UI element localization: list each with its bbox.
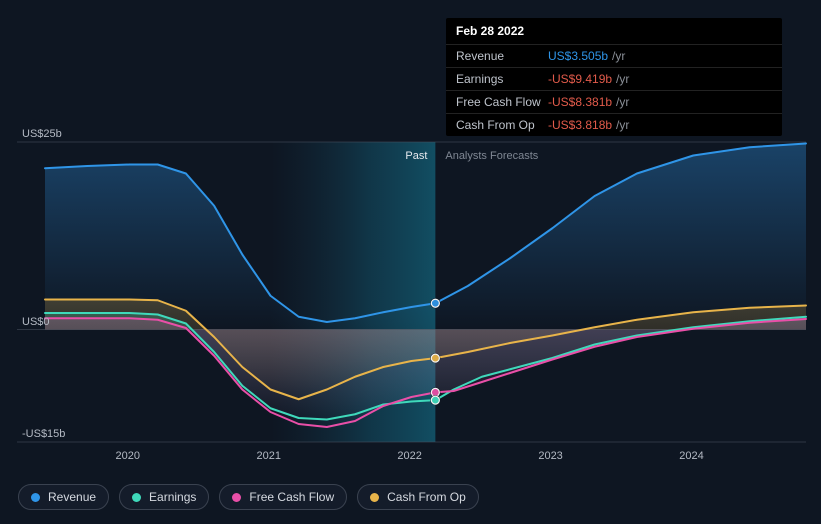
tooltip-row-label: Earnings [456,72,548,86]
past-label: Past [405,150,427,162]
tooltip-row: Cash From Op-US$3.818b/yr [446,114,782,136]
tooltip-row-label: Free Cash Flow [456,95,548,109]
tooltip-row-unit: /yr [616,118,629,132]
legend-dot-icon [232,493,241,502]
legend-item-revenue[interactable]: Revenue [18,484,109,510]
tooltip-row-label: Revenue [456,49,548,63]
y-axis-label: US$0 [22,316,50,328]
x-axis-label: 2023 [538,450,562,462]
legend-item-label: Earnings [149,490,196,504]
legend-dot-icon [370,493,379,502]
tooltip-row: RevenueUS$3.505b/yr [446,45,782,68]
legend-item-cash-from-op[interactable]: Cash From Op [357,484,479,510]
forecast-label: Analysts Forecasts [445,150,538,162]
y-axis-label: -US$15b [22,428,65,440]
x-axis-label: 2020 [116,450,140,462]
tooltip-row: Earnings-US$9.419b/yr [446,68,782,91]
legend-dot-icon [132,493,141,502]
legend-item-free-cash-flow[interactable]: Free Cash Flow [219,484,347,510]
tooltip-row-unit: /yr [616,95,629,109]
financials-chart: -US$15b US$0 US$25b 2020 2021 2022 2023 2024 P… [0,0,821,524]
legend-item-label: Cash From Op [387,490,466,504]
tooltip-row-label: Cash From Op [456,118,548,132]
tooltip-row-value: US$3.505b [548,49,608,63]
tooltip-row-unit: /yr [612,49,625,63]
legend-dot-icon [31,493,40,502]
legend: Revenue Earnings Free Cash Flow Cash From O… [18,484,479,510]
tooltip-title: Feb 28 2022 [446,18,782,45]
tooltip-row-value: -US$9.419b [548,72,612,86]
legend-item-label: Revenue [48,490,96,504]
tooltip: Feb 28 2022 RevenueUS$3.505b/yrEarnings-… [446,18,782,136]
legend-item-earnings[interactable]: Earnings [119,484,209,510]
legend-item-label: Free Cash Flow [249,490,334,504]
y-axis-label: US$25b [22,128,62,140]
x-axis-label: 2021 [256,450,280,462]
tooltip-row-value: -US$3.818b [548,118,612,132]
tooltip-row-unit: /yr [616,72,629,86]
x-axis-label: 2024 [679,450,703,462]
tooltip-row: Free Cash Flow-US$8.381b/yr [446,91,782,114]
tooltip-row-value: -US$8.381b [548,95,612,109]
x-axis-label: 2022 [397,450,421,462]
